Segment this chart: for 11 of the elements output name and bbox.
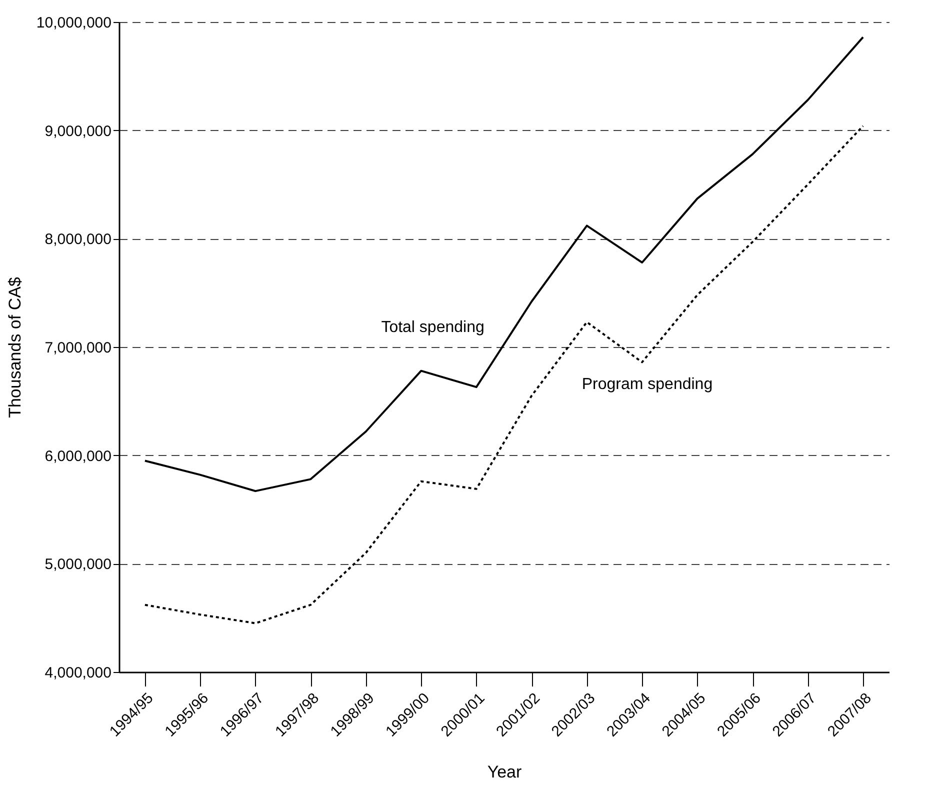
y-tick-label: 10,000,000 xyxy=(36,14,112,32)
series-label: Program spending xyxy=(582,376,713,394)
y-tick-label: 5,000,000 xyxy=(44,556,112,574)
y-tick-label: 7,000,000 xyxy=(44,340,112,356)
series-label: Total spending xyxy=(381,319,484,336)
y-tick-label: 6,000,000 xyxy=(44,448,112,465)
y-axis-title: Thousands of CA$ xyxy=(5,276,24,418)
y-tick-label: 8,000,000 xyxy=(44,231,112,248)
y-tick-label: 4,000,000 xyxy=(44,664,112,682)
x-axis-title: Year xyxy=(487,762,522,782)
y-tick-label: 9,000,000 xyxy=(44,122,112,140)
